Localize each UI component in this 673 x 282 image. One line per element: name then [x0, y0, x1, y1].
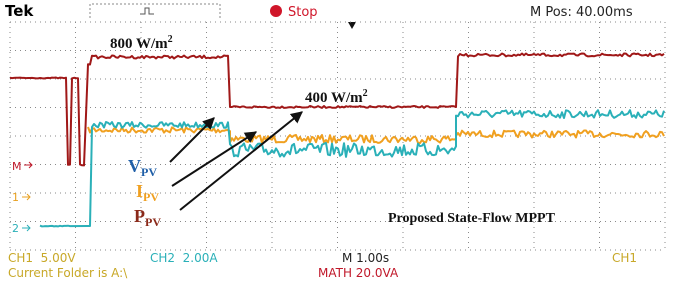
trigger-source: CH1 — [612, 251, 637, 265]
math-scale: MATH 20.0VA — [318, 266, 399, 280]
irradiance-high: 800 W/m2 — [110, 34, 173, 52]
timebase: M 1.00s — [342, 251, 389, 265]
scope-screen: Tek Stop M Pos: 40.00ms M 1 2 800 W/m2 4… — [0, 0, 673, 282]
marker-math: M — [12, 160, 22, 173]
arrow — [170, 118, 214, 162]
method-label: Proposed State-Flow MPPT — [388, 211, 556, 226]
ch1-scale: CH1 5.00V — [8, 251, 76, 265]
irradiance-low: 400 W/m2 — [305, 88, 368, 106]
stop-indicator — [270, 5, 282, 17]
marker-arrow — [24, 162, 32, 168]
brand: Tek — [5, 2, 34, 20]
marker-arrow — [22, 194, 30, 200]
marker-ch1: 1 — [12, 191, 19, 204]
marker-ch2: 2 — [12, 222, 19, 235]
status: Stop — [288, 5, 318, 20]
voltage-label: VPV — [128, 156, 157, 179]
graticule — [10, 22, 665, 250]
ch2-scale: CH2 2.00A — [150, 251, 218, 265]
position: M Pos: 40.00ms — [530, 5, 633, 20]
trigger-pos — [348, 22, 356, 29]
marker-arrow — [22, 225, 30, 231]
folder: Current Folder is A:\ — [8, 266, 128, 280]
trigger-icon — [140, 8, 154, 14]
power-label: PPV — [134, 206, 161, 229]
record-bracket — [90, 4, 220, 18]
trace — [88, 127, 664, 143]
current-label: IPV — [136, 181, 159, 204]
